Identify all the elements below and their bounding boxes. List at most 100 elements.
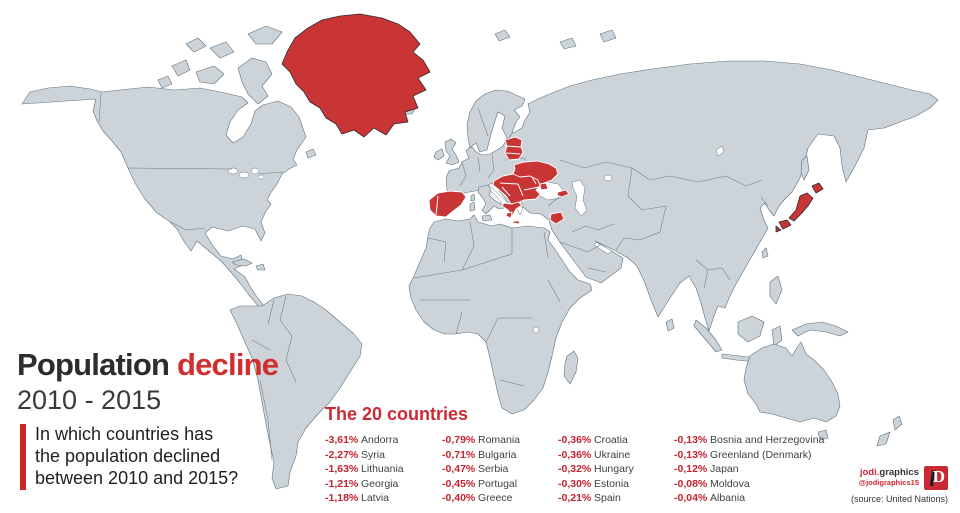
decline-percent: -3,61% xyxy=(325,434,359,446)
credit-text: jodi.graphics @jodigraphics15 xyxy=(859,467,919,488)
decline-percent: -0,13% xyxy=(674,448,708,461)
country-name: Bulgaria xyxy=(478,448,517,461)
map-borders xyxy=(98,92,769,461)
map-arctic-island xyxy=(157,75,173,89)
map-country-greece-crete xyxy=(512,220,521,225)
map-sri-lanka xyxy=(665,318,675,332)
map-baffin-island xyxy=(237,57,273,105)
map-madagascar xyxy=(563,350,579,385)
map-philippines xyxy=(769,275,783,305)
source-note: (source: United Nations) xyxy=(850,494,948,504)
map-persian-gulf xyxy=(593,241,613,255)
country-name: Japan xyxy=(710,463,739,475)
title-block: Population decline 2010 - 2015 xyxy=(17,347,279,416)
country-name: Greece xyxy=(478,492,513,504)
map-arctic-island xyxy=(185,37,207,53)
brand-red: jodi. xyxy=(859,467,880,479)
decline-percent: -0,40% xyxy=(442,492,476,504)
country-name: Lithuania xyxy=(361,463,404,475)
map-scandinavia xyxy=(466,89,526,153)
country-name: Ukraine xyxy=(594,448,631,461)
map-newfoundland xyxy=(305,148,317,159)
map-country-greece-peloponnese xyxy=(505,211,513,219)
country-name: Romania xyxy=(478,434,521,446)
map-victoria-island xyxy=(195,65,225,85)
country-entry: -0,40% Greece xyxy=(442,491,558,506)
country-name: Portugal xyxy=(478,477,518,490)
country-entry: -0,79% Romania xyxy=(442,433,558,448)
decline-percent: -0,21% xyxy=(558,492,592,504)
country-entry: -0,13% Greenland (Denmark) xyxy=(674,448,844,463)
map-arctic-island xyxy=(599,29,617,43)
map-great-lake xyxy=(250,167,260,175)
country-entry: -0,45% Portugal xyxy=(442,477,558,492)
page-title: Population decline xyxy=(17,347,279,382)
country-entry: -0,32% Hungary xyxy=(558,462,674,477)
list-column: -3,61% Andorra -2,27% Syria -1,63% Lithuani… xyxy=(325,433,442,506)
list-column: -0,13% Bosnia and Herzegovina -0,13% Green… xyxy=(674,433,844,506)
country-name: Greenland (Denmark) xyxy=(710,448,812,461)
map-arctic-island xyxy=(209,41,235,59)
country-entry: -0,13% Bosnia and Herzegovina xyxy=(674,433,844,448)
country-list: The 20 countries -3,61% Andorra -2,27% Syr… xyxy=(325,404,844,506)
country-entry: -0,36% Ukraine xyxy=(558,448,674,463)
country-name: Spain xyxy=(594,492,621,504)
title-period: 2010 - 2015 xyxy=(17,384,162,415)
map-tasmania xyxy=(817,429,829,441)
map-south-america xyxy=(229,293,363,490)
country-name: Latvia xyxy=(361,492,390,504)
map-lake-baikal xyxy=(715,145,725,157)
map-new-guinea xyxy=(791,321,849,337)
decline-percent: -1,18% xyxy=(325,492,359,504)
decline-percent: -0,04% xyxy=(674,492,708,504)
decline-percent: -0,36% xyxy=(558,448,592,461)
map-country-balkans xyxy=(492,173,541,205)
country-entry: -0,47% Serbia xyxy=(442,462,558,477)
map-new-zealand-north xyxy=(892,415,903,431)
map-great-lake xyxy=(238,171,250,179)
map-aral-sea xyxy=(603,174,613,182)
map-borneo xyxy=(737,315,765,343)
country-entry: -0,21% Spain xyxy=(558,491,674,506)
question-text: In which countries has the population de… xyxy=(35,424,238,490)
map-caspian-sea xyxy=(571,179,588,217)
map-country-crimea xyxy=(539,182,549,191)
map-great-lake xyxy=(227,167,239,175)
decline-percent: -0,13% xyxy=(674,434,708,446)
map-ellesmere-island xyxy=(247,25,283,45)
brand-dark: graphics xyxy=(879,467,919,479)
map-great-britain xyxy=(444,138,460,166)
country-entry: -1,21% Georgia xyxy=(325,477,442,492)
question-line: between 2010 and 2015? xyxy=(35,467,239,488)
map-north-america xyxy=(21,85,307,314)
brand-name: jodi.graphics xyxy=(859,467,919,479)
country-entry: -2,27% Syria xyxy=(325,448,442,463)
credit-block: jodi.graphics @jodigraphics15 D (source:… xyxy=(851,466,948,504)
question-block: In which countries has the population de… xyxy=(20,424,238,490)
question-line: In which countries has xyxy=(35,424,214,444)
map-hispaniola xyxy=(255,263,266,271)
map-italy xyxy=(477,184,505,215)
title-red: decline xyxy=(176,347,279,382)
decline-percent: -0,08% xyxy=(674,477,708,490)
country-entry: -1,63% Lithuania xyxy=(325,462,442,477)
country-name: Syria xyxy=(361,448,385,461)
map-sicily xyxy=(481,214,493,222)
map-country-greece xyxy=(501,201,523,217)
map-country-japan xyxy=(775,182,824,233)
decline-percent: -0,47% xyxy=(442,463,476,475)
decline-percent: -0,45% xyxy=(442,477,476,490)
country-entry: -0,04% Albania xyxy=(674,491,844,506)
map-eurasia xyxy=(445,60,939,332)
map-ireland xyxy=(433,148,445,161)
title-black: Population xyxy=(17,347,170,382)
country-name: Bosnia and Herzegovina xyxy=(710,434,825,446)
map-red-separators xyxy=(435,145,540,216)
country-name: Moldova xyxy=(710,477,750,490)
logo-letter: D xyxy=(932,467,945,486)
decline-percent: -1,63% xyxy=(325,463,359,475)
decline-percent: -2,27% xyxy=(325,448,359,461)
country-entry: -0,71% Bulgaria xyxy=(442,448,558,463)
country-name: Albania xyxy=(710,492,746,504)
